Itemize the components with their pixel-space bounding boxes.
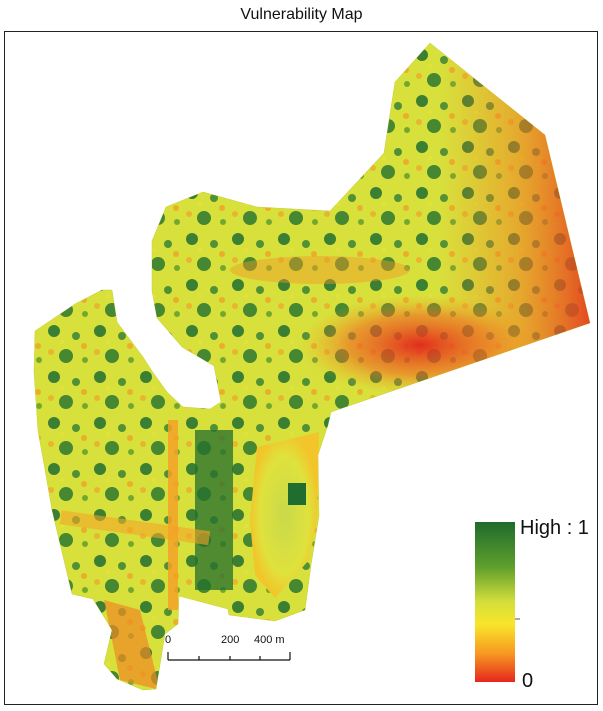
- sports-field: [250, 432, 319, 598]
- map-title: Vulnerability Map: [240, 6, 363, 23]
- legend-high-label: High : 1: [520, 517, 589, 539]
- road-band-heat: [230, 256, 410, 284]
- scale-bar: [167, 652, 291, 661]
- legend-low-label: 0: [522, 670, 534, 692]
- scale-label-0: 0: [165, 634, 172, 646]
- road-corridor-south: [59, 510, 211, 546]
- south-tail-heat: [104, 600, 160, 690]
- scale-label-200: 200: [221, 634, 240, 646]
- road-corridor-west: [168, 420, 178, 610]
- legend-color-ramp: [475, 522, 515, 682]
- field-center-patch: [288, 483, 306, 505]
- scale-label-400: 400 m: [254, 634, 285, 646]
- green-strip: [195, 430, 233, 590]
- central-hotspot: [300, 295, 540, 395]
